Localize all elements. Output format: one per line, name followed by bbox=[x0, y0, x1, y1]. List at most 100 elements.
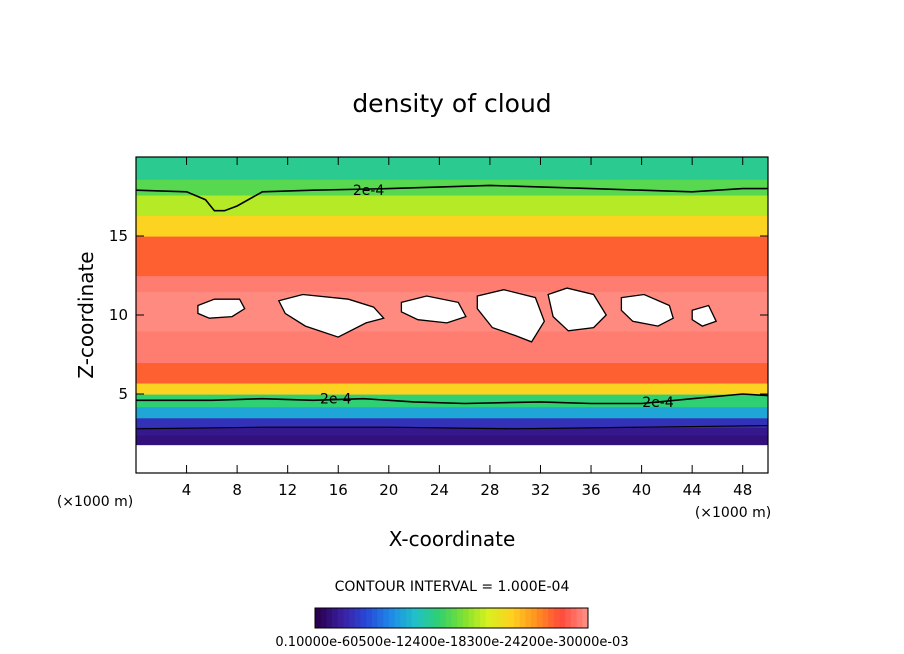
colorbar-cell bbox=[485, 608, 492, 628]
x-tick-label: 40 bbox=[632, 481, 651, 499]
colorbar-cell bbox=[371, 608, 378, 628]
x-tick-label: 16 bbox=[329, 481, 348, 499]
colorbar-cell bbox=[354, 608, 361, 628]
colorbar bbox=[315, 608, 589, 628]
plot-area bbox=[136, 157, 768, 473]
x-tick-label: 44 bbox=[683, 481, 702, 499]
colorbar-cell bbox=[377, 608, 384, 628]
contour-interval-text: CONTOUR INTERVAL = 1.000E-04 bbox=[335, 579, 570, 595]
colorbar-cell bbox=[440, 608, 447, 628]
colorbar-cell bbox=[508, 608, 515, 628]
colorbar-cell bbox=[337, 608, 344, 628]
clear-patch-2 bbox=[400, 295, 467, 324]
y-axis-ticks: 5 10 15 bbox=[109, 227, 768, 403]
colorbar-cell bbox=[542, 608, 549, 628]
colorbar-cell bbox=[570, 608, 578, 628]
density-band-8 bbox=[136, 330, 768, 363]
x-tick-label: 20 bbox=[379, 481, 398, 499]
x-axis-label: X-coordinate bbox=[389, 527, 516, 551]
colorbar-cell bbox=[457, 608, 464, 628]
colorbar-cell bbox=[536, 608, 543, 628]
x-tick-label: 8 bbox=[232, 481, 242, 499]
density-band-11 bbox=[136, 236, 768, 277]
density-band-10 bbox=[136, 275, 768, 292]
clear-patch-5 bbox=[620, 293, 674, 327]
colorbar-cell bbox=[315, 608, 322, 628]
colorbar-cell bbox=[394, 608, 401, 628]
colorbar-cell bbox=[576, 608, 583, 628]
colorbar-cell bbox=[479, 608, 487, 628]
clear-patch-1 bbox=[277, 293, 385, 338]
colorbar-cell bbox=[360, 608, 367, 628]
x-tick-label: 12 bbox=[278, 481, 297, 499]
colorbar-cell bbox=[548, 608, 555, 628]
colorbar-cell bbox=[502, 608, 509, 628]
colorbar-cell bbox=[343, 608, 350, 628]
colorbar-cell bbox=[434, 608, 441, 628]
colorbar-cell bbox=[332, 608, 339, 628]
x-unit-right: (×1000 m) bbox=[695, 505, 771, 521]
colorbar-cell bbox=[553, 608, 560, 628]
colorbar-cell bbox=[462, 608, 469, 628]
colorbar-cell bbox=[349, 608, 356, 628]
x-tick-label: 4 bbox=[182, 481, 192, 499]
colorbar-labels: 0.10000e-60500e-12400e-18300e-24200e-300… bbox=[275, 635, 628, 650]
clear-patches bbox=[197, 287, 718, 343]
density-band-13 bbox=[136, 194, 768, 217]
x-tick-label: 36 bbox=[581, 481, 600, 499]
y-tick-label: 10 bbox=[109, 306, 128, 324]
colorbar-cell bbox=[417, 608, 424, 628]
density-band-1 bbox=[136, 435, 768, 446]
density-band-7 bbox=[136, 362, 768, 384]
density-band-0 bbox=[136, 444, 768, 473]
colorbar-cell bbox=[497, 608, 504, 628]
colorbar-cell bbox=[411, 608, 418, 628]
density-band-6 bbox=[136, 382, 768, 395]
density-band-12 bbox=[136, 215, 768, 237]
colorbar-cell bbox=[531, 608, 538, 628]
colorbar-cell bbox=[406, 608, 413, 628]
chart-title: density of cloud bbox=[352, 89, 551, 118]
y-tick-label: 15 bbox=[109, 227, 128, 245]
x-axis-ticks: 4 8 12 16 20 24 28 32 36 40 44 48 bbox=[182, 157, 752, 499]
contour-lines bbox=[136, 184, 768, 430]
colorbar-cell bbox=[320, 608, 327, 628]
contour-line-lower bbox=[136, 393, 768, 405]
x-tick-label: 48 bbox=[733, 481, 752, 499]
x-tick-label: 32 bbox=[531, 481, 550, 499]
x-tick-label: 24 bbox=[430, 481, 449, 499]
contour-line-base bbox=[136, 425, 768, 430]
colorbar-cell bbox=[423, 608, 430, 628]
clear-patch-4 bbox=[547, 287, 608, 332]
colorbar-cell bbox=[565, 608, 572, 628]
colorbar-cell bbox=[582, 608, 589, 628]
colorbar-cell bbox=[525, 608, 532, 628]
contour-labels: 2e-4 2e-4 2e-4 bbox=[320, 183, 674, 411]
colorbar-cell bbox=[519, 608, 526, 628]
density-band-15 bbox=[136, 157, 768, 180]
density-band-3 bbox=[136, 417, 768, 428]
colorbar-cell bbox=[451, 608, 458, 628]
contour-label: 2e-4 bbox=[353, 183, 385, 199]
colorbar-cell bbox=[400, 608, 407, 628]
colorbar-cell bbox=[428, 608, 435, 628]
contour-label: 2e-4 bbox=[320, 392, 352, 408]
colorbar-cell bbox=[468, 608, 475, 628]
colorbar-cell bbox=[445, 608, 452, 628]
density-band-4 bbox=[136, 406, 768, 419]
x-unit-left: (×1000 m) bbox=[57, 494, 133, 510]
x-tick-label: 28 bbox=[480, 481, 499, 499]
colorbar-cell bbox=[514, 608, 521, 628]
colorbar-cell bbox=[559, 608, 566, 628]
colorbar-cell bbox=[491, 608, 498, 628]
contour-line-upper bbox=[136, 184, 768, 212]
colorbar-frame bbox=[314, 607, 589, 629]
clear-patch-3 bbox=[476, 289, 546, 343]
clear-patch-0 bbox=[197, 298, 246, 319]
colorbar-cell bbox=[383, 608, 390, 628]
contour-label: 2e-4 bbox=[642, 395, 674, 411]
colorbar-cell bbox=[388, 608, 396, 628]
density-band-2 bbox=[136, 427, 768, 436]
colorbar-cell bbox=[366, 608, 373, 628]
